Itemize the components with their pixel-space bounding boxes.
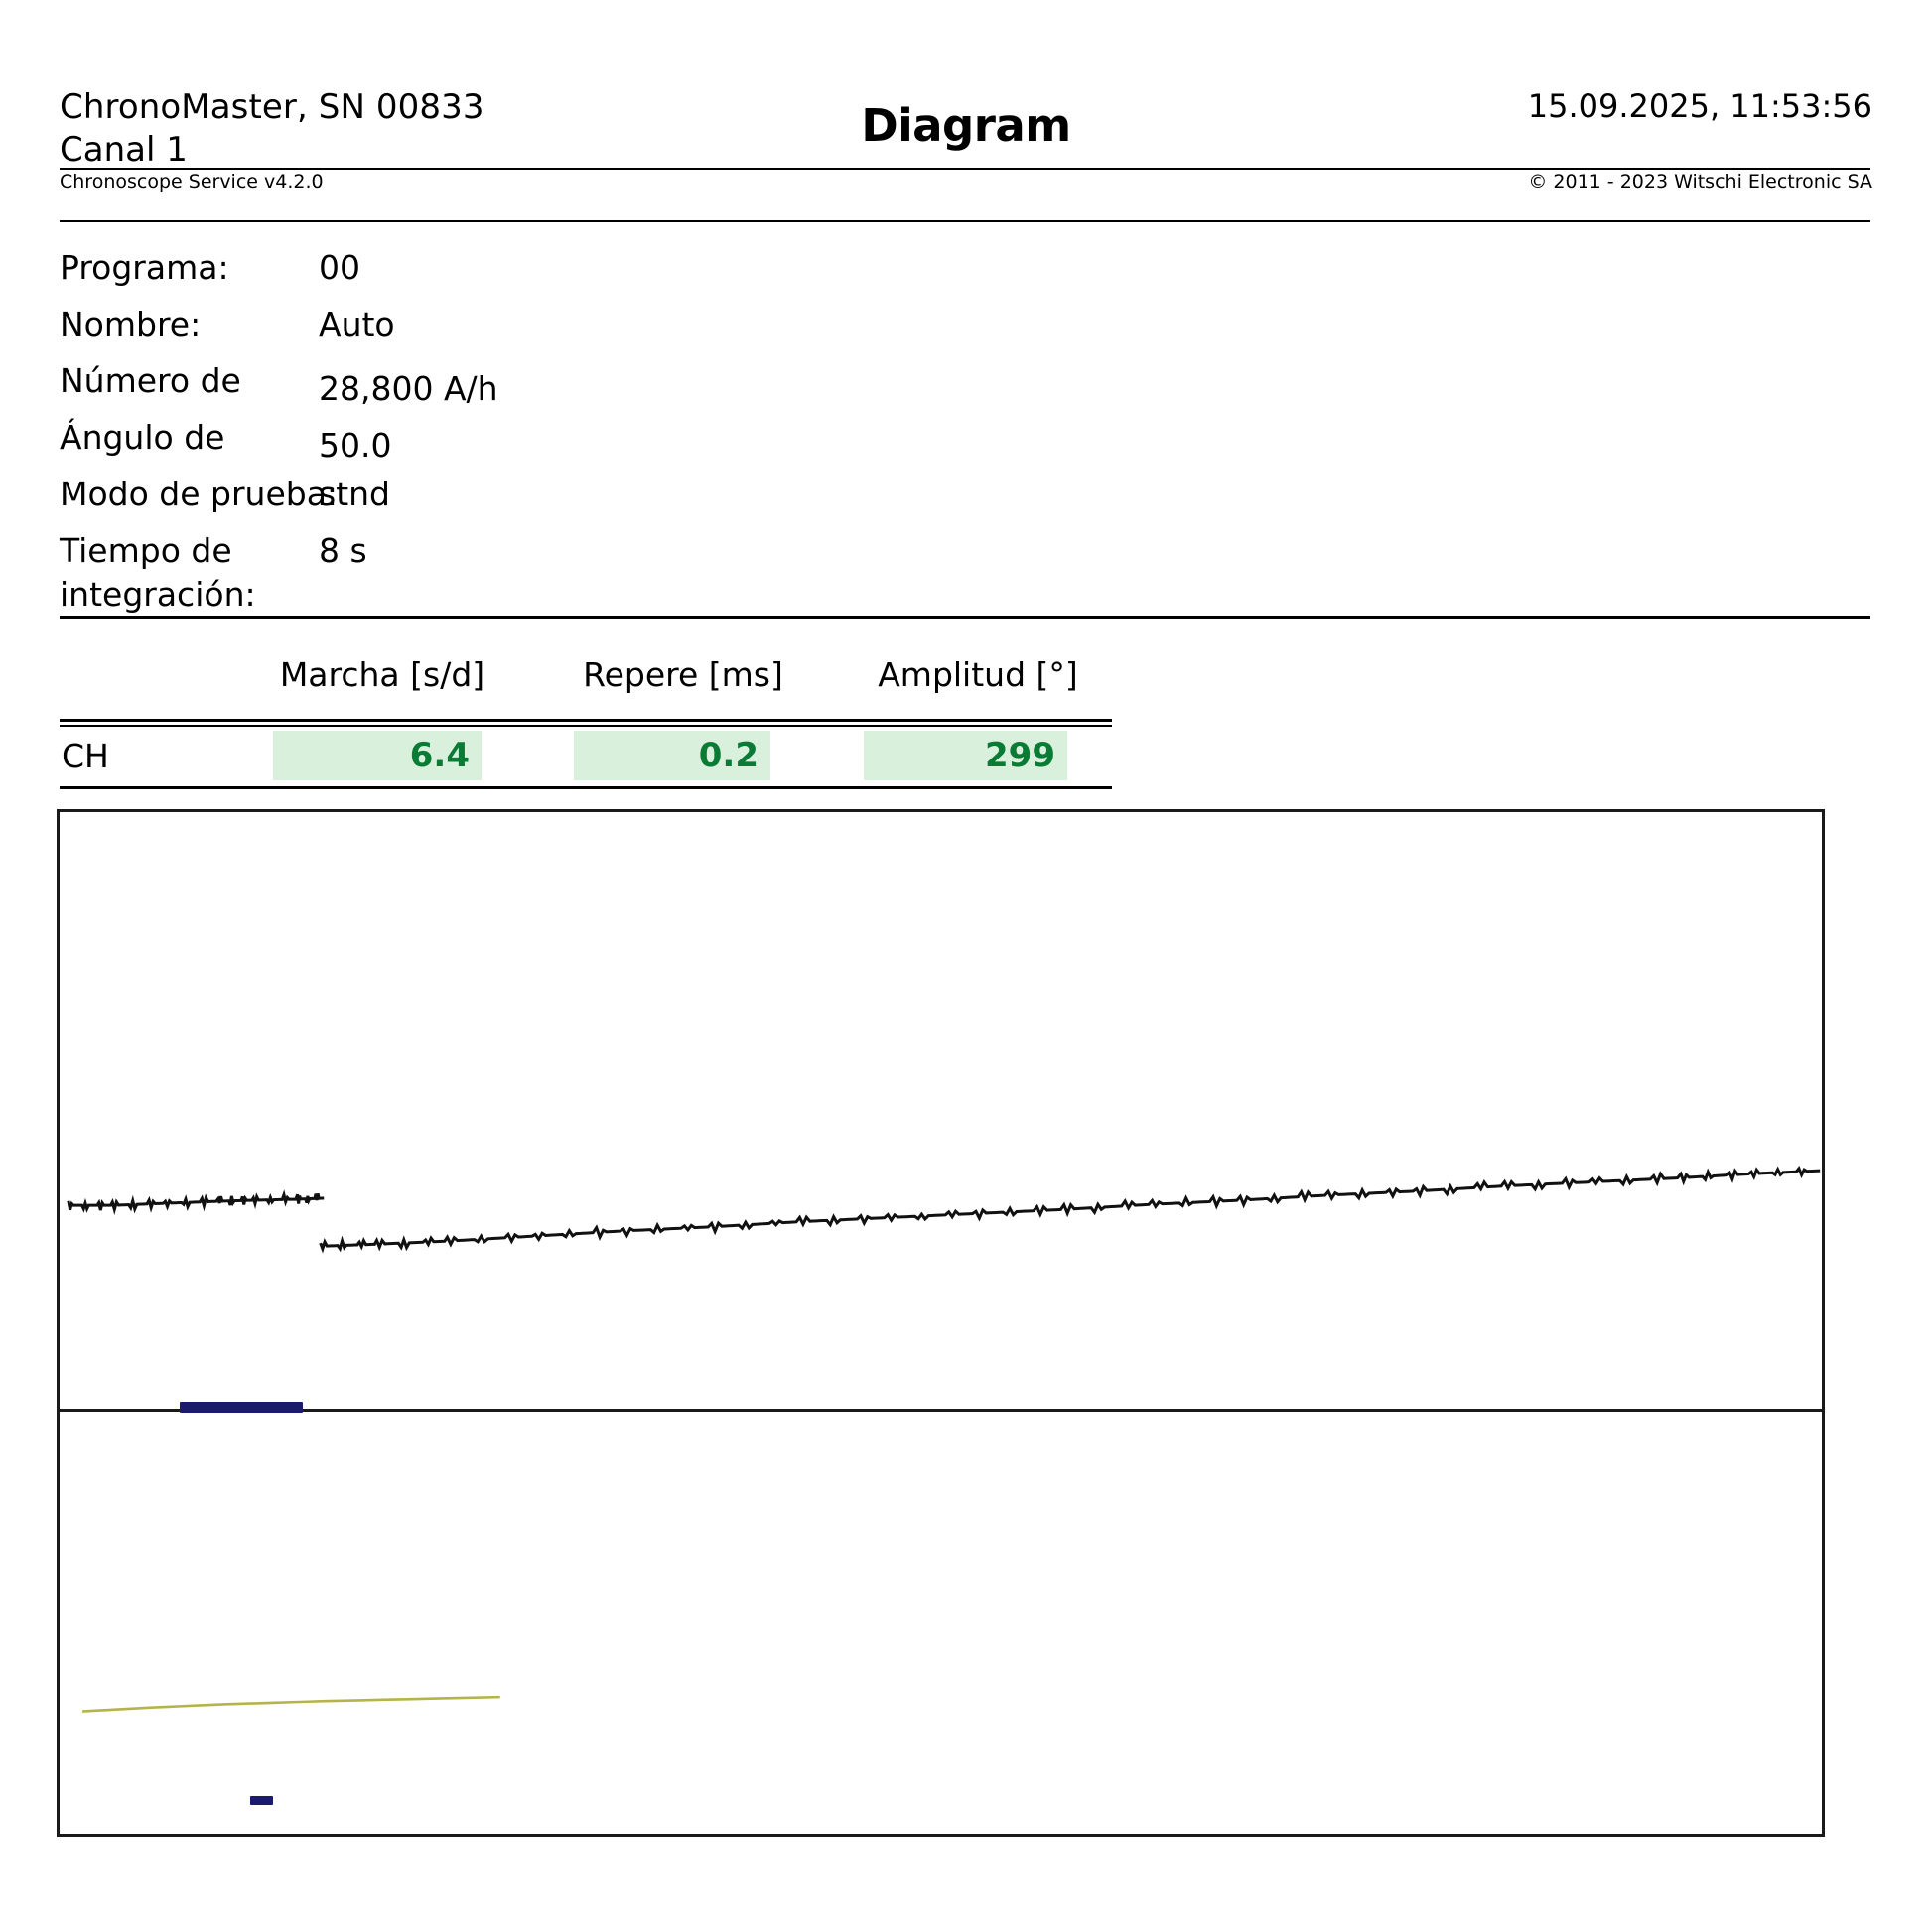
- param-label: Ángulo de: [60, 418, 225, 457]
- param-label: Número de: [60, 361, 241, 400]
- result-value-amplitud: 299: [864, 731, 1067, 780]
- param-label: Nombre:: [60, 305, 202, 344]
- param-row-integracion: Tiempo de integración: 8 s: [60, 529, 953, 624]
- param-row-programa: Programa: 00: [60, 246, 953, 303]
- param-value: 8 s: [319, 531, 367, 570]
- trace-rate-trace-lower: [321, 1169, 1821, 1249]
- result-value-repere: 0.2: [574, 731, 770, 780]
- param-row-frecuencia: Número de 28,800 A/h: [60, 359, 953, 416]
- param-label: Tiempo de integración:: [60, 531, 256, 614]
- param-row-nombre: Nombre: Auto: [60, 303, 953, 359]
- software-version: Chronoscope Service v4.2.0: [60, 171, 324, 193]
- param-row-modo: Modo de prueba: stnd: [60, 473, 953, 529]
- param-label: Programa:: [60, 248, 229, 287]
- results-rule-top-outer: [60, 719, 1112, 722]
- results-table: Marcha [s/d] Repere [ms] Amplitud [°] CH…: [60, 655, 1112, 789]
- results-rule-top-inner: [60, 725, 1112, 727]
- chart-plot-area: [60, 812, 1822, 1834]
- beat-marker-bar: [179, 1401, 303, 1414]
- param-value: Auto: [319, 305, 395, 344]
- param-value: 00: [319, 248, 360, 287]
- chart-traces: [60, 812, 1822, 1834]
- results-rule-bottom: [60, 786, 1112, 789]
- page-title: Diagram: [861, 99, 1071, 152]
- results-row-label: CH: [62, 737, 109, 775]
- chart-panel-divider: [60, 1408, 1822, 1412]
- header-divider-top: [60, 168, 1870, 170]
- param-value: 28,800 A/h: [319, 369, 498, 408]
- param-label: Modo de prueba:: [60, 475, 339, 513]
- column-header-repere: Repere [ms]: [583, 655, 783, 694]
- beat-marker-dot: [249, 1795, 273, 1806]
- param-value: 50.0: [319, 426, 392, 465]
- trace-rate-trace-upper: [69, 1193, 324, 1210]
- column-header-marcha: Marcha [s/d]: [279, 655, 485, 694]
- param-value: stnd: [319, 475, 390, 513]
- timestamp: 15.09.2025, 11:53:56: [1527, 87, 1872, 125]
- param-row-angulo: Ángulo de 50.0: [60, 416, 953, 473]
- parameters-divider: [60, 616, 1870, 619]
- channel-label: Canal 1: [60, 130, 188, 170]
- header-divider-bottom: [60, 220, 1870, 222]
- device-name: ChronoMaster, SN 00833: [60, 87, 484, 127]
- result-value-marcha: 6.4: [273, 731, 482, 780]
- copyright-notice: © 2011 - 2023 Witschi Electronic SA: [1528, 171, 1872, 193]
- trace-amplitude-trace: [82, 1697, 500, 1711]
- column-header-amplitud: Amplitud [°]: [878, 655, 1078, 694]
- results-header-row: Marcha [s/d] Repere [ms] Amplitud [°]: [60, 655, 1112, 707]
- parameter-list: Programa: 00 Nombre: Auto Número de 28,8…: [60, 246, 953, 624]
- diagram-chart[interactable]: [57, 809, 1825, 1837]
